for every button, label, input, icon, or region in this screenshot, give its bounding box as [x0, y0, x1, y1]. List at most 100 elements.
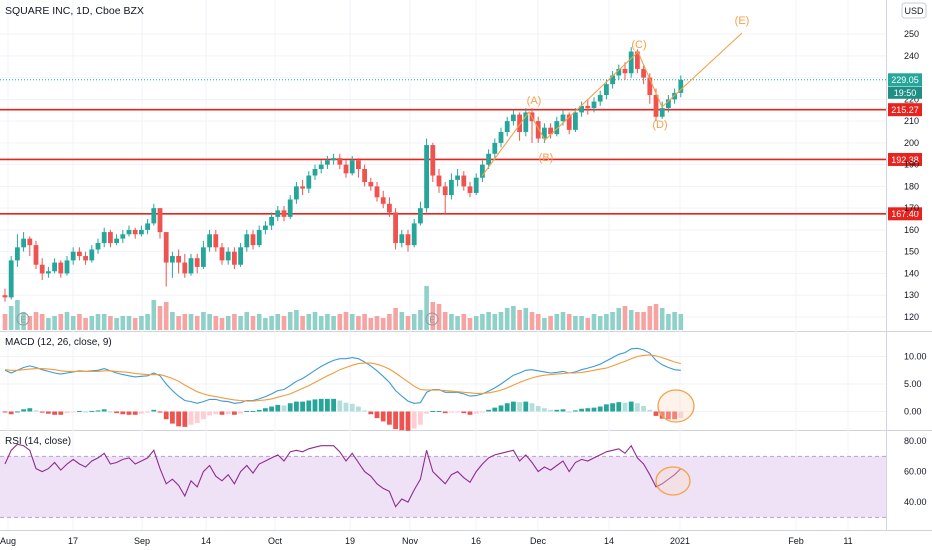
candle-1 — [8, 260, 14, 298]
volume-bar-16 — [101, 314, 107, 330]
candle-0 — [2, 295, 8, 298]
macd-hist-bar-5 — [33, 410, 39, 412]
candle-87 — [542, 127, 547, 139]
time-tick-8: Dec — [530, 536, 547, 546]
candle-57 — [356, 160, 361, 169]
resistance-levels: 215.27 192.38 167.40 — [0, 103, 922, 221]
candle-28 — [176, 256, 181, 263]
volume-bar-5 — [33, 312, 39, 330]
candle-64 — [399, 234, 405, 243]
macd-hist-bar-83 — [517, 402, 522, 412]
volume-bar-72 — [449, 314, 454, 330]
macd-hist-bar-109 — [678, 411, 684, 419]
volume-bar-29 — [182, 314, 188, 330]
chart-title: SQUARE INC, 1D, Cboe BZX — [5, 5, 144, 17]
event-marker-1[interactable]: E — [16, 312, 30, 326]
candle-94 — [585, 105, 591, 109]
candle-48 — [300, 186, 305, 189]
event-marker-2[interactable]: E — [425, 312, 439, 326]
macd-hist-bar-53 — [331, 398, 336, 412]
volume-bar-97 — [604, 314, 609, 330]
volume-bar-21 — [132, 318, 138, 330]
candle-12 — [77, 251, 82, 257]
candle-10 — [64, 260, 70, 274]
candle-97 — [604, 84, 609, 96]
candle-34 — [213, 234, 219, 248]
candle-70 — [436, 175, 442, 187]
volume-bar-73 — [455, 316, 460, 330]
volume-bar-39 — [244, 312, 250, 330]
price-tick-6: 180 — [904, 181, 919, 191]
rsi-band — [0, 456, 886, 518]
candle-9 — [58, 262, 64, 274]
vertical-grid — [7, 0, 849, 530]
candle-37 — [232, 251, 237, 265]
macd-hist-bar-30 — [188, 411, 194, 425]
macd-hist-bar-27 — [170, 411, 175, 424]
volume-bar-62 — [387, 314, 392, 330]
rsi-axis: 40.00 60.00 80.00 — [904, 436, 927, 507]
svg-text:E: E — [429, 316, 434, 325]
time-tick-7: 16 — [471, 536, 481, 546]
volume-bar-94 — [585, 318, 591, 330]
volume-bar-91 — [566, 314, 572, 330]
macd-hist-bar-72 — [449, 411, 454, 413]
macd-hist-bar-81 — [504, 403, 510, 412]
macd-hist-bar-14 — [89, 410, 95, 412]
candle-41 — [256, 229, 262, 246]
candle-23 — [145, 223, 150, 230]
macd-hist-bar-55 — [343, 402, 349, 412]
currency-label[interactable]: USD — [901, 2, 927, 19]
macd-hist-bar-19 — [120, 411, 126, 415]
macd-hist-bar-68 — [424, 411, 429, 414]
volume-bar-86 — [535, 314, 541, 330]
volume-bar-8 — [52, 316, 57, 330]
macd-hist-bar-13 — [83, 411, 88, 413]
macd-hist-bar-47 — [294, 401, 299, 412]
candle-78 — [486, 153, 491, 165]
candle-36 — [225, 251, 231, 261]
macd-tick-2: 5.00 — [904, 379, 922, 389]
macd-hist-bar-76 — [473, 411, 479, 414]
volume-bar-9 — [58, 314, 64, 330]
volume-bar-0 — [2, 314, 8, 330]
volume-bar-55 — [343, 312, 349, 330]
volume-bar-50 — [312, 312, 318, 330]
countdown-tag — [888, 86, 922, 99]
candle-63 — [393, 212, 398, 243]
candle-47 — [294, 186, 299, 200]
candle-61 — [380, 197, 386, 204]
candle-18 — [114, 238, 119, 243]
candle-75 — [467, 186, 473, 193]
volume-bar-107 — [666, 314, 671, 330]
volume-bar-101 — [628, 310, 634, 330]
macd-hist-bar-69 — [430, 410, 436, 412]
candle-83 — [517, 114, 522, 133]
macd-hist-bar-59 — [368, 411, 374, 415]
rsi-tick-2: 80.00 — [904, 436, 927, 446]
volume-bar-77 — [480, 314, 485, 330]
candle-11 — [70, 251, 76, 261]
volume-bar-43 — [269, 316, 274, 330]
candle-99 — [616, 68, 622, 76]
candle-89 — [554, 121, 560, 135]
volume-bar-14 — [89, 316, 95, 330]
candle-45 — [281, 210, 287, 217]
macd-hist-bar-91 — [566, 411, 572, 413]
macd-hist-bar-4 — [27, 408, 33, 412]
volume-bar-11 — [70, 316, 76, 330]
volume-bar-42 — [263, 318, 268, 330]
volume-bar-24 — [151, 300, 157, 330]
macd-hist-bar-33 — [207, 411, 212, 416]
macd-hist-bar-21 — [132, 411, 138, 415]
volume-bar-95 — [591, 314, 597, 330]
volume-bar-22 — [139, 316, 144, 330]
price-tick-2: 140 — [904, 268, 919, 278]
volume-bar-105 — [653, 304, 659, 330]
macd-hist-bar-41 — [256, 409, 262, 412]
price-tick-5: 170 — [904, 203, 919, 213]
candle-25 — [157, 208, 163, 233]
volume-bar-15 — [95, 314, 101, 330]
macd-hist-bar-71 — [442, 411, 448, 414]
volume-bar-51 — [318, 316, 324, 330]
